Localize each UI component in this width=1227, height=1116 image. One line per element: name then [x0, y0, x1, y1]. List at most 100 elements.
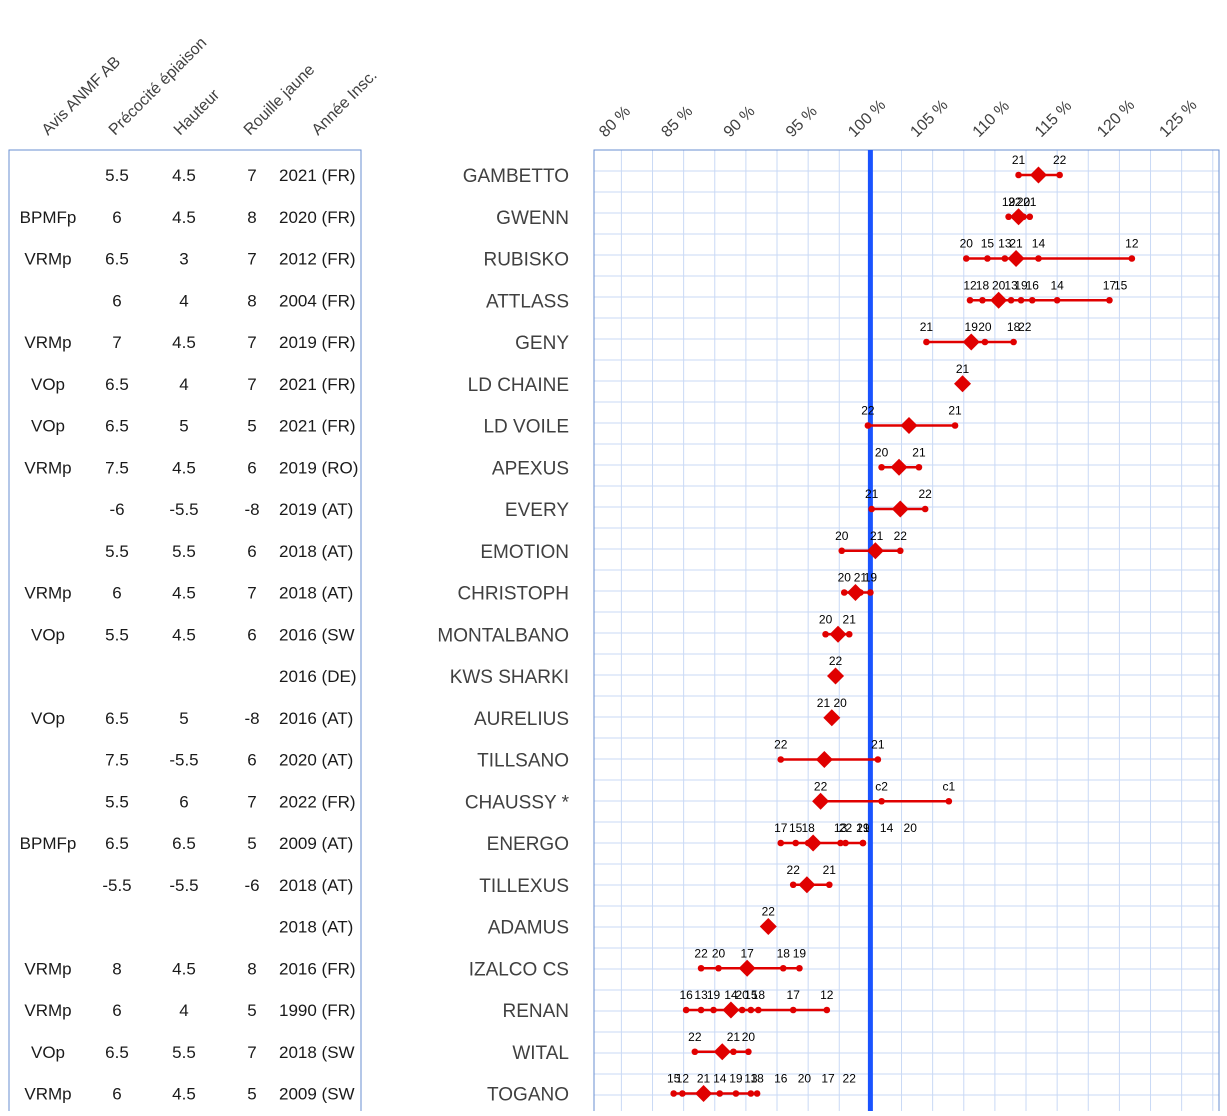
annee-cell: 2021 (FR) [279, 417, 356, 436]
mean-diamond [812, 792, 830, 810]
avis-cell: VOp [31, 375, 65, 394]
year-label: 20 [904, 821, 918, 835]
year-label: 15 [1114, 278, 1128, 292]
variety-name: TILLSANO [477, 751, 569, 772]
year-point [826, 881, 833, 889]
year-point [777, 839, 785, 847]
rouille-cell: 6 [247, 542, 256, 561]
year-label: 17 [821, 1072, 835, 1086]
year-label: 19 [864, 571, 878, 585]
year-label: 16 [1026, 278, 1040, 292]
x-tick-label: 105 % [907, 97, 951, 141]
year-label: 20 [1017, 195, 1031, 209]
year-point [979, 296, 986, 304]
annee-cell: 2018 (AT) [279, 584, 353, 603]
variety-name: CHRISTOPH [457, 584, 569, 605]
mean-diamond [891, 500, 909, 518]
year-label: 20 [735, 988, 749, 1002]
precocite-cell: 6 [112, 1001, 121, 1020]
year-label: 22 [861, 404, 875, 418]
year-label: 21 [854, 571, 868, 585]
year-point [755, 1006, 762, 1014]
variety-name: RUBISKO [483, 250, 569, 271]
year-point [753, 1090, 761, 1097]
hauteur-cell: 4 [179, 375, 188, 394]
precocite-cell: -5.5 [102, 876, 131, 895]
year-label: 22 [688, 1030, 702, 1044]
year-label: 13 [1004, 278, 1018, 292]
avis-cell: VRMp [24, 1001, 71, 1020]
year-point [1053, 296, 1061, 304]
year-label: 19 [793, 946, 807, 960]
year-point [864, 422, 872, 429]
year-label: 15 [981, 237, 995, 251]
year-label: 21 [823, 863, 837, 877]
year-point [732, 1090, 740, 1097]
year-label: 22 [1008, 195, 1022, 209]
x-tick-label: 85 % [658, 103, 696, 141]
precocite-cell: 6 [112, 208, 121, 227]
rouille-cell: 5 [247, 1085, 256, 1104]
year-point [1028, 296, 1036, 304]
hauteur-cell: 4.5 [172, 458, 196, 477]
annee-cell: 2019 (RO) [279, 458, 358, 477]
rouille-cell: 7 [247, 333, 256, 352]
mean-diamond [1029, 166, 1047, 184]
hauteur-cell: 4.5 [172, 333, 196, 352]
year-label: 21 [865, 487, 879, 501]
hauteur-cell: 3 [179, 250, 188, 269]
hauteur-cell: 4.5 [172, 208, 196, 227]
rouille-cell: 7 [247, 250, 256, 269]
x-tick-label: 80 % [596, 103, 634, 141]
rouille-cell: 6 [247, 625, 256, 644]
year-label: 17 [787, 988, 801, 1002]
annee-cell: 2021 (FR) [279, 166, 356, 185]
year-point [715, 964, 722, 972]
year-label: 13 [744, 1072, 758, 1086]
year-label: 21 20 [817, 696, 847, 710]
year-label: 20 [798, 1072, 812, 1086]
hauteur-cell: -5.5 [169, 500, 198, 519]
year-point [984, 255, 991, 262]
mean-diamond [713, 1043, 731, 1061]
avis-cell: VOp [31, 1043, 65, 1062]
rouille-cell: 6 [247, 458, 256, 477]
year-point [1007, 296, 1015, 304]
year-label: c2 [875, 779, 888, 793]
hauteur-cell: 5.5 [172, 542, 196, 561]
year-point [792, 839, 799, 847]
year-label: 22 [694, 946, 708, 960]
year-point [874, 756, 882, 763]
mean-diamond [1010, 208, 1028, 226]
variety-name: ATTLASS [486, 291, 569, 312]
year-label: 22 [918, 487, 932, 501]
variety-name: GWENN [496, 208, 569, 229]
year-point [1015, 171, 1022, 179]
avis-cell: VRMp [24, 458, 71, 477]
year-label: 18 [1007, 320, 1021, 334]
year-label: 18 [750, 1072, 764, 1086]
precocite-cell: 6.5 [105, 709, 129, 728]
mean-diamond [846, 584, 864, 601]
year-label: 12 [963, 278, 977, 292]
rouille-cell: -8 [244, 500, 259, 519]
rouille-cell: 5 [247, 834, 256, 853]
year-point [962, 255, 970, 262]
year-point [1026, 213, 1034, 221]
annee-cell: 2022 (FR) [279, 792, 356, 811]
variety-name: GAMBETTO [463, 166, 569, 187]
year-label: 19 [856, 821, 870, 835]
x-tick-label: 125 % [1156, 97, 1200, 141]
rouille-cell: -8 [244, 709, 259, 728]
year-point [679, 1090, 686, 1097]
year-point [1005, 213, 1012, 221]
variety-name: GENY [515, 333, 569, 354]
year-point [822, 630, 829, 638]
avis-cell: VRMp [24, 959, 71, 978]
year-label: 18 [777, 946, 791, 960]
year-label: 20 [875, 445, 889, 459]
precocite-cell: 6.5 [105, 417, 129, 436]
year-point [868, 505, 875, 513]
mean-diamond [900, 417, 918, 434]
